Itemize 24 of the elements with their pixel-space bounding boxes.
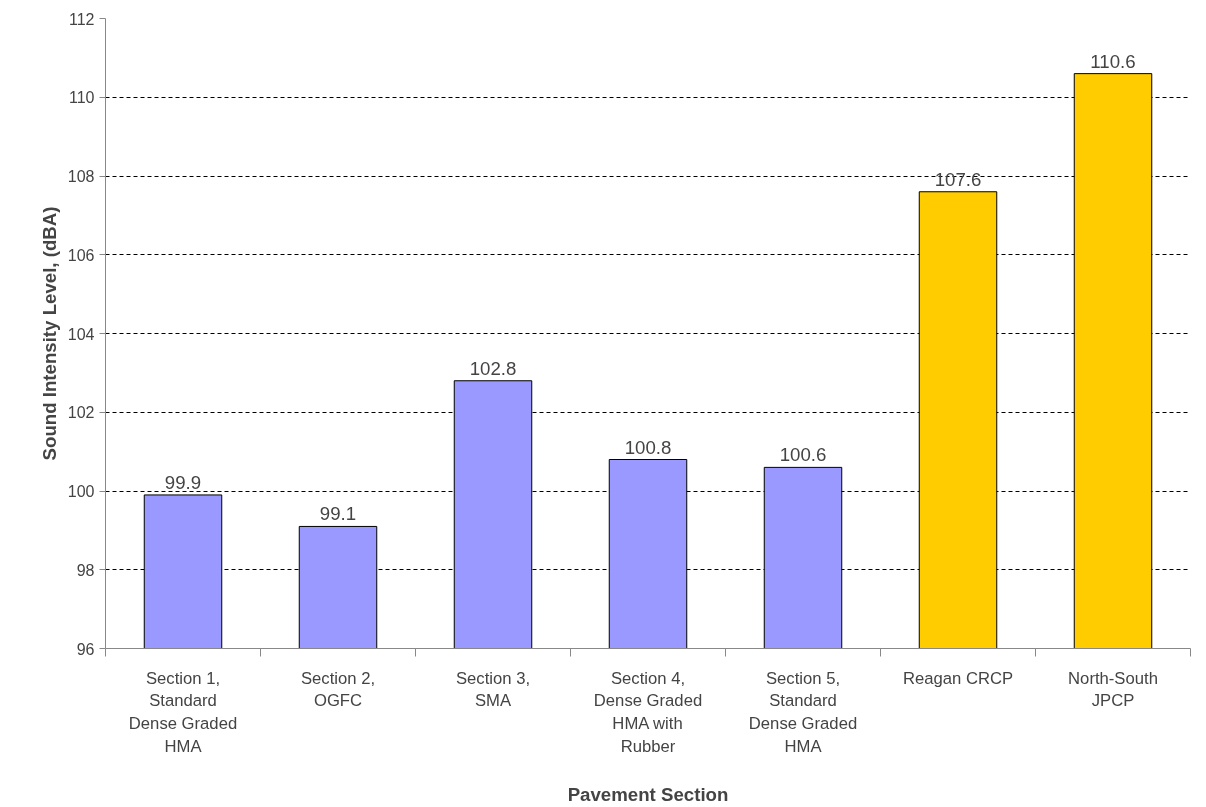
data-label: 100.8	[624, 436, 672, 458]
data-label: 100.6	[779, 444, 827, 466]
y-tick-label: 98	[76, 561, 95, 579]
x-tick-label: Section 3, SMA	[455, 668, 531, 711]
y-tick-label: 96	[76, 640, 95, 658]
data-label: 102.8	[469, 357, 517, 379]
x-tick-label: Reagan CRCP	[902, 668, 1014, 688]
y-tick-label: 112	[68, 10, 95, 28]
y-tick-label: 110	[68, 89, 95, 107]
y-tick-label: 104	[67, 325, 95, 343]
x-tick-label: Section 5, Standard Dense Graded HMA	[748, 668, 858, 756]
y-tick-label: 108	[67, 168, 95, 185]
y-tick-label: 106	[67, 246, 95, 264]
x-tick-label: North-South JPCP	[1068, 668, 1158, 711]
y-tick-label: 100	[67, 483, 95, 500]
x-tick-label: Section 4, Dense Graded HMA with Rubber	[593, 668, 703, 756]
y-tick-label: 102	[67, 404, 95, 422]
y-axis-title: Sound Intensity Level, (dBA)	[38, 206, 60, 461]
data-label: 110.6	[1090, 50, 1136, 72]
x-axis-title: Pavement Section	[567, 783, 729, 805]
data-label: 99.1	[319, 503, 357, 525]
x-tick-label: Section 1, Standard Dense Graded HMA	[128, 668, 238, 756]
data-label: 99.9	[164, 471, 202, 493]
x-tick-label: Section 2, OGFC	[300, 668, 376, 711]
